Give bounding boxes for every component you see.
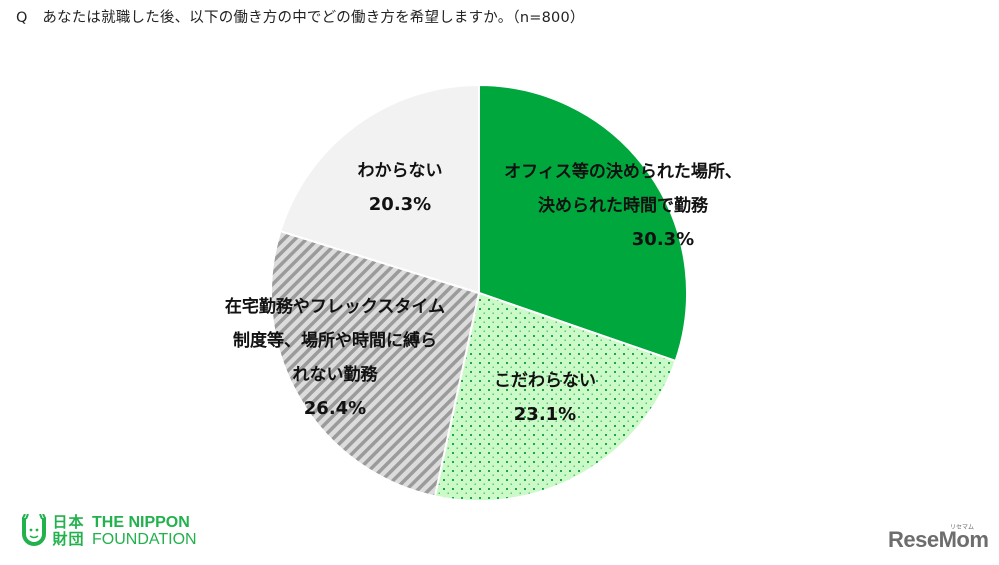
label-remote-line1: 在宅勤務やフレックスタイム — [224, 297, 446, 317]
label-remote-line3: れない勤務 — [292, 365, 378, 385]
label-unknown-pct: 20.3% — [368, 194, 432, 215]
label-remote-pct: 26.4% — [303, 398, 367, 419]
label-remote: 在宅勤務やフレックスタイム 制度等、場所や時間に縛ら れない勤務 26.4% — [200, 290, 470, 426]
slice-unknown — [279, 84, 480, 294]
wordmark-line2: FOUNDATION — [92, 531, 197, 548]
nippon-foundation-kanji: 日 本 財 団 — [52, 514, 84, 548]
label-office-line2: 決められた時間で勤務 — [538, 196, 708, 216]
label-any-pct: 23.1% — [513, 404, 577, 425]
slice-remote — [270, 230, 480, 498]
nippon-foundation-logo: 日 本 財 団 THE NIPPON FOUNDATION — [22, 514, 197, 548]
label-office-line1: オフィス等の決められた場所、 — [504, 162, 742, 182]
slice-any — [433, 292, 677, 503]
resemom-logo: ReseMom リセマム — [888, 525, 989, 553]
label-any-line1: こだわらない — [494, 371, 596, 391]
wordmark-line1: THE NIPPON — [92, 514, 190, 531]
kanji-4: 団 — [68, 530, 84, 548]
label-office-pct: 30.3% — [631, 229, 695, 250]
kanji-1: 日 — [52, 513, 68, 531]
label-unknown: わからない 20.3% — [330, 154, 470, 222]
resemom-wordmark: ReseMom — [888, 527, 989, 552]
label-any: こだわらない 23.1% — [470, 364, 620, 432]
slice-office — [478, 84, 689, 362]
question-title: Q あなたは就職した後、以下の働き方の中でどの働き方を希望しますか。（n=800… — [16, 10, 585, 26]
label-remote-line2: 制度等、場所や時間に縛ら — [233, 331, 437, 351]
resemom-ruby: リセマム — [950, 525, 975, 531]
nippon-foundation-mascot-icon — [22, 514, 46, 546]
kanji-2: 本 — [68, 513, 84, 531]
nippon-foundation-wordmark: THE NIPPON FOUNDATION — [92, 514, 197, 548]
kanji-3: 財 — [52, 530, 68, 548]
label-office: オフィス等の決められた場所、 決められた時間で勤務 30.3% — [488, 155, 758, 257]
label-unknown-line1: わからない — [357, 161, 443, 181]
